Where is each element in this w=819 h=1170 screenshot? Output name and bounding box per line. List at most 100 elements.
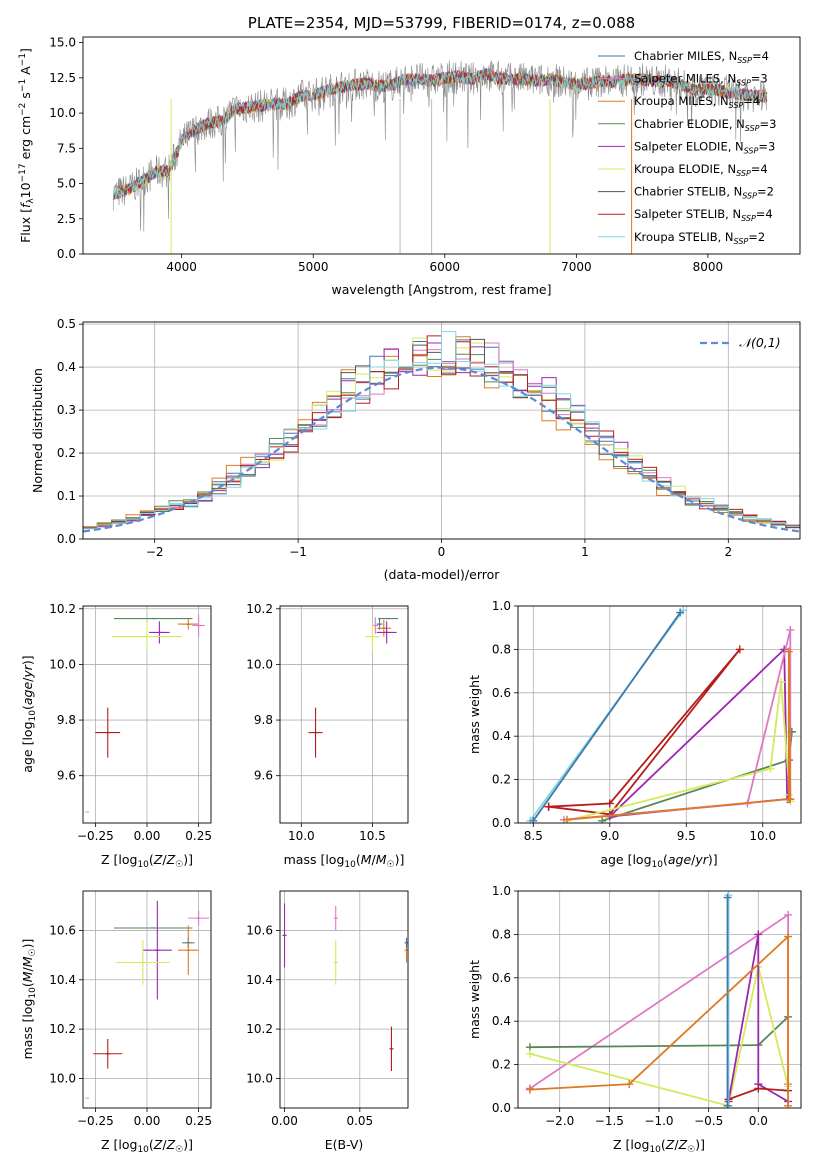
- massweight_vs_Z-ytick-label: 0.6: [492, 971, 511, 985]
- age_vs_mass-xlabel-part: 10: [344, 860, 356, 870]
- mass_vs_Z-ylabel-part: M: [20, 971, 35, 982]
- spectrum-ylabel-part: f: [18, 202, 33, 208]
- mass_vs_EBV-ytick-label: 10.0: [246, 1071, 273, 1085]
- mass_vs_EBV-ytick-label: 10.2: [246, 1022, 273, 1036]
- spectrum-ylabel-part: λ: [26, 198, 36, 204]
- residuals-xtick-label: 2: [724, 545, 732, 559]
- residuals-axes: −2 −1 0 1 2 0.0 0.1 0.2 0.3 0.4 0.5: [57, 317, 800, 559]
- age_vs_Z-axes: −0.25 0.00 0.25 9.6 9.8 10.0 10.2: [49, 602, 212, 843]
- massweight_vs_age-plot: [526, 606, 796, 823]
- age_vs_mass-xtick-label: 10.5: [359, 829, 386, 843]
- massweight_vs_age-axes: 8.5 9.0 9.5 10.0 0.0 0.2 0.4 0.6 0.8 1.0: [492, 599, 801, 843]
- legend-label-part: Chabrier MILES, N: [634, 49, 737, 63]
- spectrum-ylabel-part: −1: [18, 53, 28, 66]
- legend-label: Kroupa STELIB, NSSP=2: [634, 230, 765, 246]
- age_vs_mass-ytick-label: 10.0: [246, 657, 273, 671]
- age_vs_mass-xlabel-part: )]: [395, 852, 405, 867]
- legend-label-part: Kroupa MILES, N: [634, 94, 729, 108]
- residuals-ytick-label: 0.3: [57, 403, 76, 417]
- age_vs_mass-xlabel: mass [log10(M/M☉)]: [284, 852, 405, 870]
- age_vs_mass-xlabel-part: M: [361, 852, 372, 867]
- age_vs_mass-ytick-label: 10.2: [246, 602, 273, 616]
- age_vs_Z-xlabel-part: Z: [166, 852, 176, 867]
- massweight_vs_age-ylabel: mass weight: [467, 675, 482, 754]
- age_vs_mass-axes: 10.0 10.5 9.6 9.8 10.0 10.2: [246, 602, 408, 843]
- legend-label-part: SSP: [741, 214, 756, 223]
- residuals-ytick-label: 0.4: [57, 360, 76, 374]
- massweight_vs_age-xlabel-part: (: [663, 852, 668, 867]
- residuals-normal-curve: [83, 366, 800, 533]
- mass_vs_Z-ylabel-part: ☉: [28, 948, 38, 956]
- legend-label-part: SSP: [736, 169, 751, 178]
- massweight_vs_age-ytick-label: 0.4: [492, 729, 511, 743]
- mass_vs_Z-xlabel-part: /: [162, 1137, 167, 1152]
- legend-label-part: SSP: [737, 56, 752, 65]
- weight-line: [529, 966, 789, 1107]
- spectrum-ytick-label: 15.0: [49, 36, 76, 50]
- mass_vs_Z-xtick-label: 0.00: [134, 1114, 161, 1128]
- age_vs_Z-ylabel-part: )]: [20, 655, 35, 665]
- spectrum-xtick-label: 6000: [430, 260, 461, 274]
- spectrum-xtick-label: 8000: [693, 260, 724, 274]
- legend-label: Salpeter STELIB, NSSP=4: [634, 207, 773, 223]
- age_vs_mass-xlabel-part: ☉: [387, 860, 395, 870]
- legend-label-part: =2: [757, 185, 774, 199]
- spectrum-model-line: [112, 66, 768, 200]
- age_vs_Z-xtick-label: −0.25: [77, 829, 114, 843]
- age_vs_Z-xlabel-part: Z: [153, 852, 163, 867]
- spectrum-ylabel-part: Flux [: [18, 208, 33, 243]
- massweight_vs_Z-xlabel: Z [log10(Z/Z☉)]: [613, 1137, 705, 1155]
- residuals-plot: [83, 331, 800, 539]
- legend-label-part: Chabrier ELODIE, N: [634, 117, 745, 131]
- mass_vs_Z-ytick-label: 10.2: [49, 1022, 76, 1036]
- age_vs_Z-ylabel-part: 10: [28, 710, 38, 722]
- mass_vs_Z-ylabel-part: (: [20, 982, 35, 987]
- mass_vs_Z-xlabel-part: 10: [137, 1145, 149, 1155]
- age_vs_mass-xlabel-part: M: [376, 852, 387, 867]
- massweight_vs_age-xtick-label: 9.5: [677, 829, 696, 843]
- age_vs_Z-xlabel-part: /: [162, 852, 167, 867]
- legend-label-part: =4: [751, 162, 768, 176]
- spectrum-model-line: [112, 67, 768, 200]
- mass_vs_EBV-xtick-label: 0.05: [346, 1114, 373, 1128]
- residuals-xtick-label: −2: [146, 545, 164, 559]
- mass_vs_EBV-axes: 0.00 0.05 10.0 10.2 10.4 10.6: [246, 891, 408, 1128]
- spectrum-frame: [82, 36, 801, 255]
- age_vs_Z-frame: [82, 605, 212, 824]
- massweight_vs_Z-ylabel: mass weight: [467, 960, 482, 1039]
- massweight_vs_age-ytick-label: 1.0: [492, 599, 511, 613]
- residuals-ytick-label: 0.2: [57, 446, 76, 460]
- spectrum-model-line: [112, 69, 768, 200]
- age_vs_Z-xlabel-part: Z [log: [101, 852, 137, 867]
- massweight_vs_Z-xtick-label: −1.0: [644, 1114, 673, 1128]
- mass_vs_Z-ylabel: mass [log10(M/M☉)]: [20, 939, 38, 1060]
- massweight_vs_Z-xtick-label: −0.5: [694, 1114, 723, 1128]
- mass_vs_EBV-ytick-label: 10.6: [246, 923, 273, 937]
- mass_vs_Z-xtick-label: 0.25: [185, 1114, 212, 1128]
- age_vs_mass-xtick-label: 10.0: [288, 829, 315, 843]
- massweight_vs_age-xlabel-part: age: [668, 852, 692, 867]
- age_vs_Z-xlabel-part: (: [149, 852, 154, 867]
- spectrum-xtick-label: 4000: [166, 260, 197, 274]
- legend-label-part: Kroupa ELODIE, N: [634, 162, 736, 176]
- legend-label-part: Salpeter ELODIE, N: [634, 139, 744, 153]
- mass_vs_Z-ytick-label: 10.0: [49, 1071, 76, 1085]
- massweight_vs_age-xtick-label: 9.0: [600, 829, 619, 843]
- legend-label-part: Salpeter STELIB, N: [634, 207, 741, 221]
- mass_vs_Z-xlabel-part: ☉: [175, 1145, 183, 1155]
- massweight_vs_age-xlabel-part: yr: [694, 852, 708, 867]
- spectrum-plot: [112, 60, 768, 254]
- age_vs_mass-ytick-label: 9.8: [254, 713, 273, 727]
- age_vs_Z-xtick-label: 0.25: [185, 829, 212, 843]
- massweight_vs_age-xtick-label: 8.5: [524, 829, 543, 843]
- spectrum-ytick-label: 12.5: [49, 71, 76, 85]
- legend-label-part: SSP: [742, 192, 757, 201]
- residuals-ytick-label: 0.1: [57, 489, 76, 503]
- mass_vs_Z-ylabel-part: M: [20, 956, 35, 967]
- age_vs_Z-ylabel-part: /: [20, 677, 35, 682]
- age_vs_Z-ytick-label: 10.2: [49, 602, 76, 616]
- massweight_vs_age-xlabel-part: 10: [652, 860, 664, 870]
- massweight_vs_Z-ytick-label: 0.4: [492, 1014, 511, 1028]
- spectrum-ylabel-part: s: [18, 92, 33, 103]
- spectrum-ytick-label: 10.0: [49, 106, 76, 120]
